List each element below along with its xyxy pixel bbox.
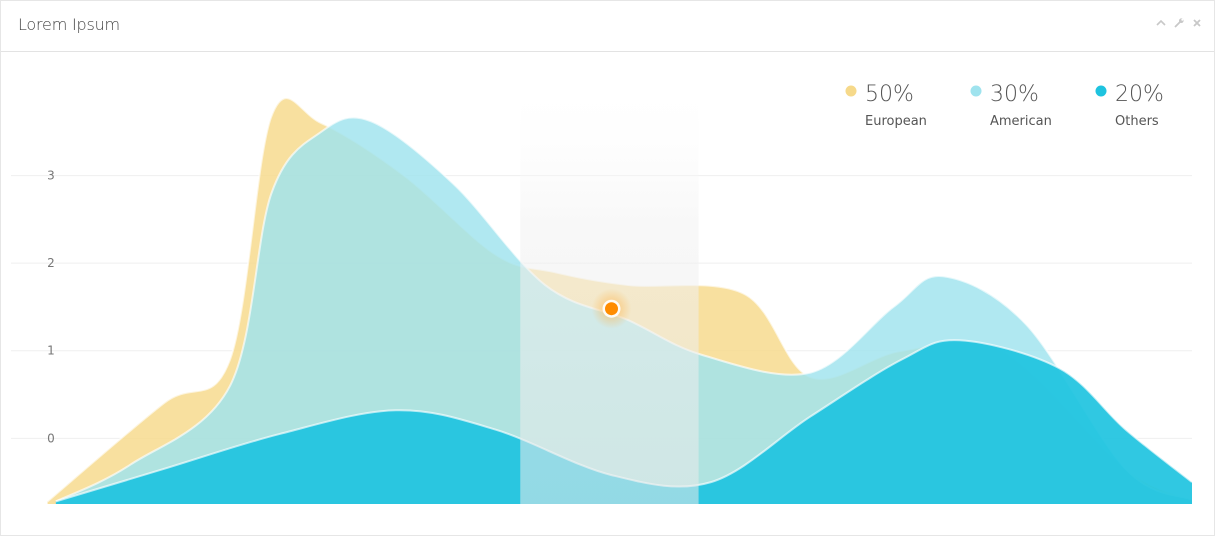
legend-swatch bbox=[1095, 85, 1107, 97]
legend-percent: 20% bbox=[1115, 82, 1164, 107]
legend: 50% European 30% American 20% Others bbox=[845, 82, 1164, 129]
legend-percent: 30% bbox=[990, 82, 1039, 107]
panel-tools bbox=[1154, 17, 1204, 31]
panel-title: Lorem Ipsum bbox=[18, 15, 120, 34]
legend-item-others: 20% Others bbox=[1095, 82, 1164, 129]
legend-label: European bbox=[865, 114, 927, 129]
y-tick-label: 3 bbox=[47, 169, 55, 183]
wrench-icon[interactable] bbox=[1172, 17, 1186, 31]
legend-label: American bbox=[990, 114, 1052, 129]
panel-header: Lorem Ipsum bbox=[1, 1, 1214, 52]
legend-percent: 50% bbox=[865, 82, 914, 107]
y-axis: 0 1 2 3 bbox=[47, 169, 55, 446]
y-tick-label: 1 bbox=[47, 344, 55, 358]
area-chart: 0 1 2 3 50% European 30% American 20% Others bbox=[11, 75, 1192, 504]
y-tick-label: 2 bbox=[47, 256, 55, 270]
legend-label: Others bbox=[1115, 114, 1159, 129]
y-tick-label: 0 bbox=[47, 431, 55, 445]
legend-item-american: 30% American bbox=[970, 82, 1052, 129]
series-area-others bbox=[55, 340, 1192, 504]
close-icon[interactable] bbox=[1190, 17, 1204, 31]
legend-swatch bbox=[970, 85, 982, 97]
legend-swatch bbox=[845, 85, 857, 97]
legend-item-european: 50% European bbox=[845, 82, 927, 129]
chevron-up-icon[interactable] bbox=[1154, 17, 1168, 31]
hover-marker[interactable] bbox=[591, 288, 632, 329]
marker-dot bbox=[605, 302, 618, 316]
